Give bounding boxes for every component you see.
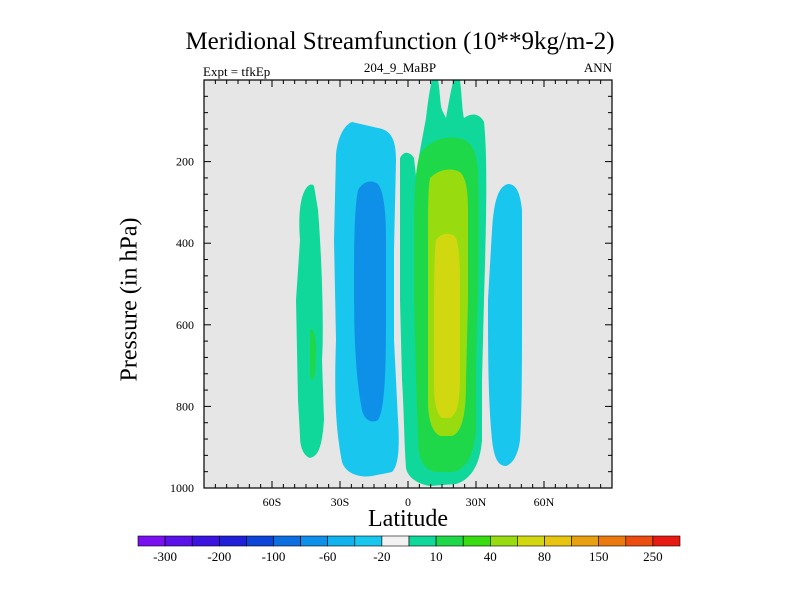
colorbar-swatch bbox=[273, 535, 301, 547]
colorbar-swatch bbox=[598, 535, 627, 547]
colorbar-label: 80 bbox=[538, 549, 551, 564]
colorbar-label: 10 bbox=[430, 549, 443, 564]
contour-cell-south-10 bbox=[296, 184, 324, 458]
y-tick-label: 800 bbox=[176, 399, 194, 413]
colorbar-label: -200 bbox=[207, 549, 231, 564]
colorbar-swatch bbox=[489, 535, 518, 547]
x-tick-label: 30S bbox=[331, 495, 350, 509]
colorbar-swatch bbox=[300, 535, 329, 547]
run-label: 204_9_MaBP bbox=[363, 60, 437, 75]
colorbar-swatch bbox=[246, 535, 274, 547]
x-tick-label: 60S bbox=[263, 495, 282, 509]
colorbar-swatch bbox=[354, 535, 383, 547]
contour-cell-south-neg60 bbox=[354, 181, 386, 422]
colorbar-swatch bbox=[164, 535, 193, 547]
colorbar-swatch bbox=[137, 535, 166, 547]
colorbar-label: -100 bbox=[262, 549, 286, 564]
colorbar-swatch bbox=[381, 535, 410, 547]
colorbar-swatch bbox=[544, 535, 572, 547]
x-tick-label: 60N bbox=[534, 495, 555, 509]
y-tick-label: 600 bbox=[176, 318, 194, 332]
x-axis-label: Latitude bbox=[368, 506, 448, 532]
y-tick-label: 400 bbox=[176, 236, 194, 250]
axes: 60S 30S 0 30N 60N 200 400 600 800 1000 bbox=[170, 79, 613, 509]
y-tick-label: 1000 bbox=[170, 481, 194, 495]
contour-cell-north-150 bbox=[434, 233, 460, 418]
colorbar-swatch bbox=[435, 535, 464, 547]
contour-cell-south-40 bbox=[310, 328, 316, 380]
colorbar: -300 -200 -100 -60 -20 10 40 80 150 250 bbox=[137, 535, 681, 564]
colorbar-swatch bbox=[462, 535, 491, 547]
colorbar-swatch bbox=[191, 535, 220, 547]
colorbar-swatch bbox=[652, 535, 681, 547]
colorbar-label: 40 bbox=[484, 549, 497, 564]
colorbar-swatch bbox=[327, 535, 356, 547]
experiment-label: Expt = tfkEp bbox=[203, 64, 271, 79]
colorbar-swatch bbox=[517, 535, 545, 547]
season-label: ANN bbox=[583, 60, 612, 75]
colorbar-label: 250 bbox=[643, 549, 663, 564]
colorbar-swatch bbox=[408, 535, 437, 547]
colorbar-label: 150 bbox=[589, 549, 609, 564]
colorbar-label: -300 bbox=[153, 549, 177, 564]
y-tick-label: 200 bbox=[176, 155, 194, 169]
streamfunction-field bbox=[296, 80, 522, 486]
colorbar-label: -20 bbox=[373, 549, 390, 564]
x-tick-label: 30N bbox=[466, 495, 487, 509]
colorbar-swatch bbox=[571, 535, 599, 547]
colorbar-swatch bbox=[625, 535, 654, 547]
chart-title: Meridional Streamfunction (10**9kg/m-2) bbox=[185, 28, 615, 55]
colorbar-swatch bbox=[219, 535, 247, 547]
x-tick-label: 0 bbox=[405, 495, 411, 509]
colorbar-label: -60 bbox=[319, 549, 336, 564]
contour-cell-north-neg20 bbox=[488, 184, 522, 466]
